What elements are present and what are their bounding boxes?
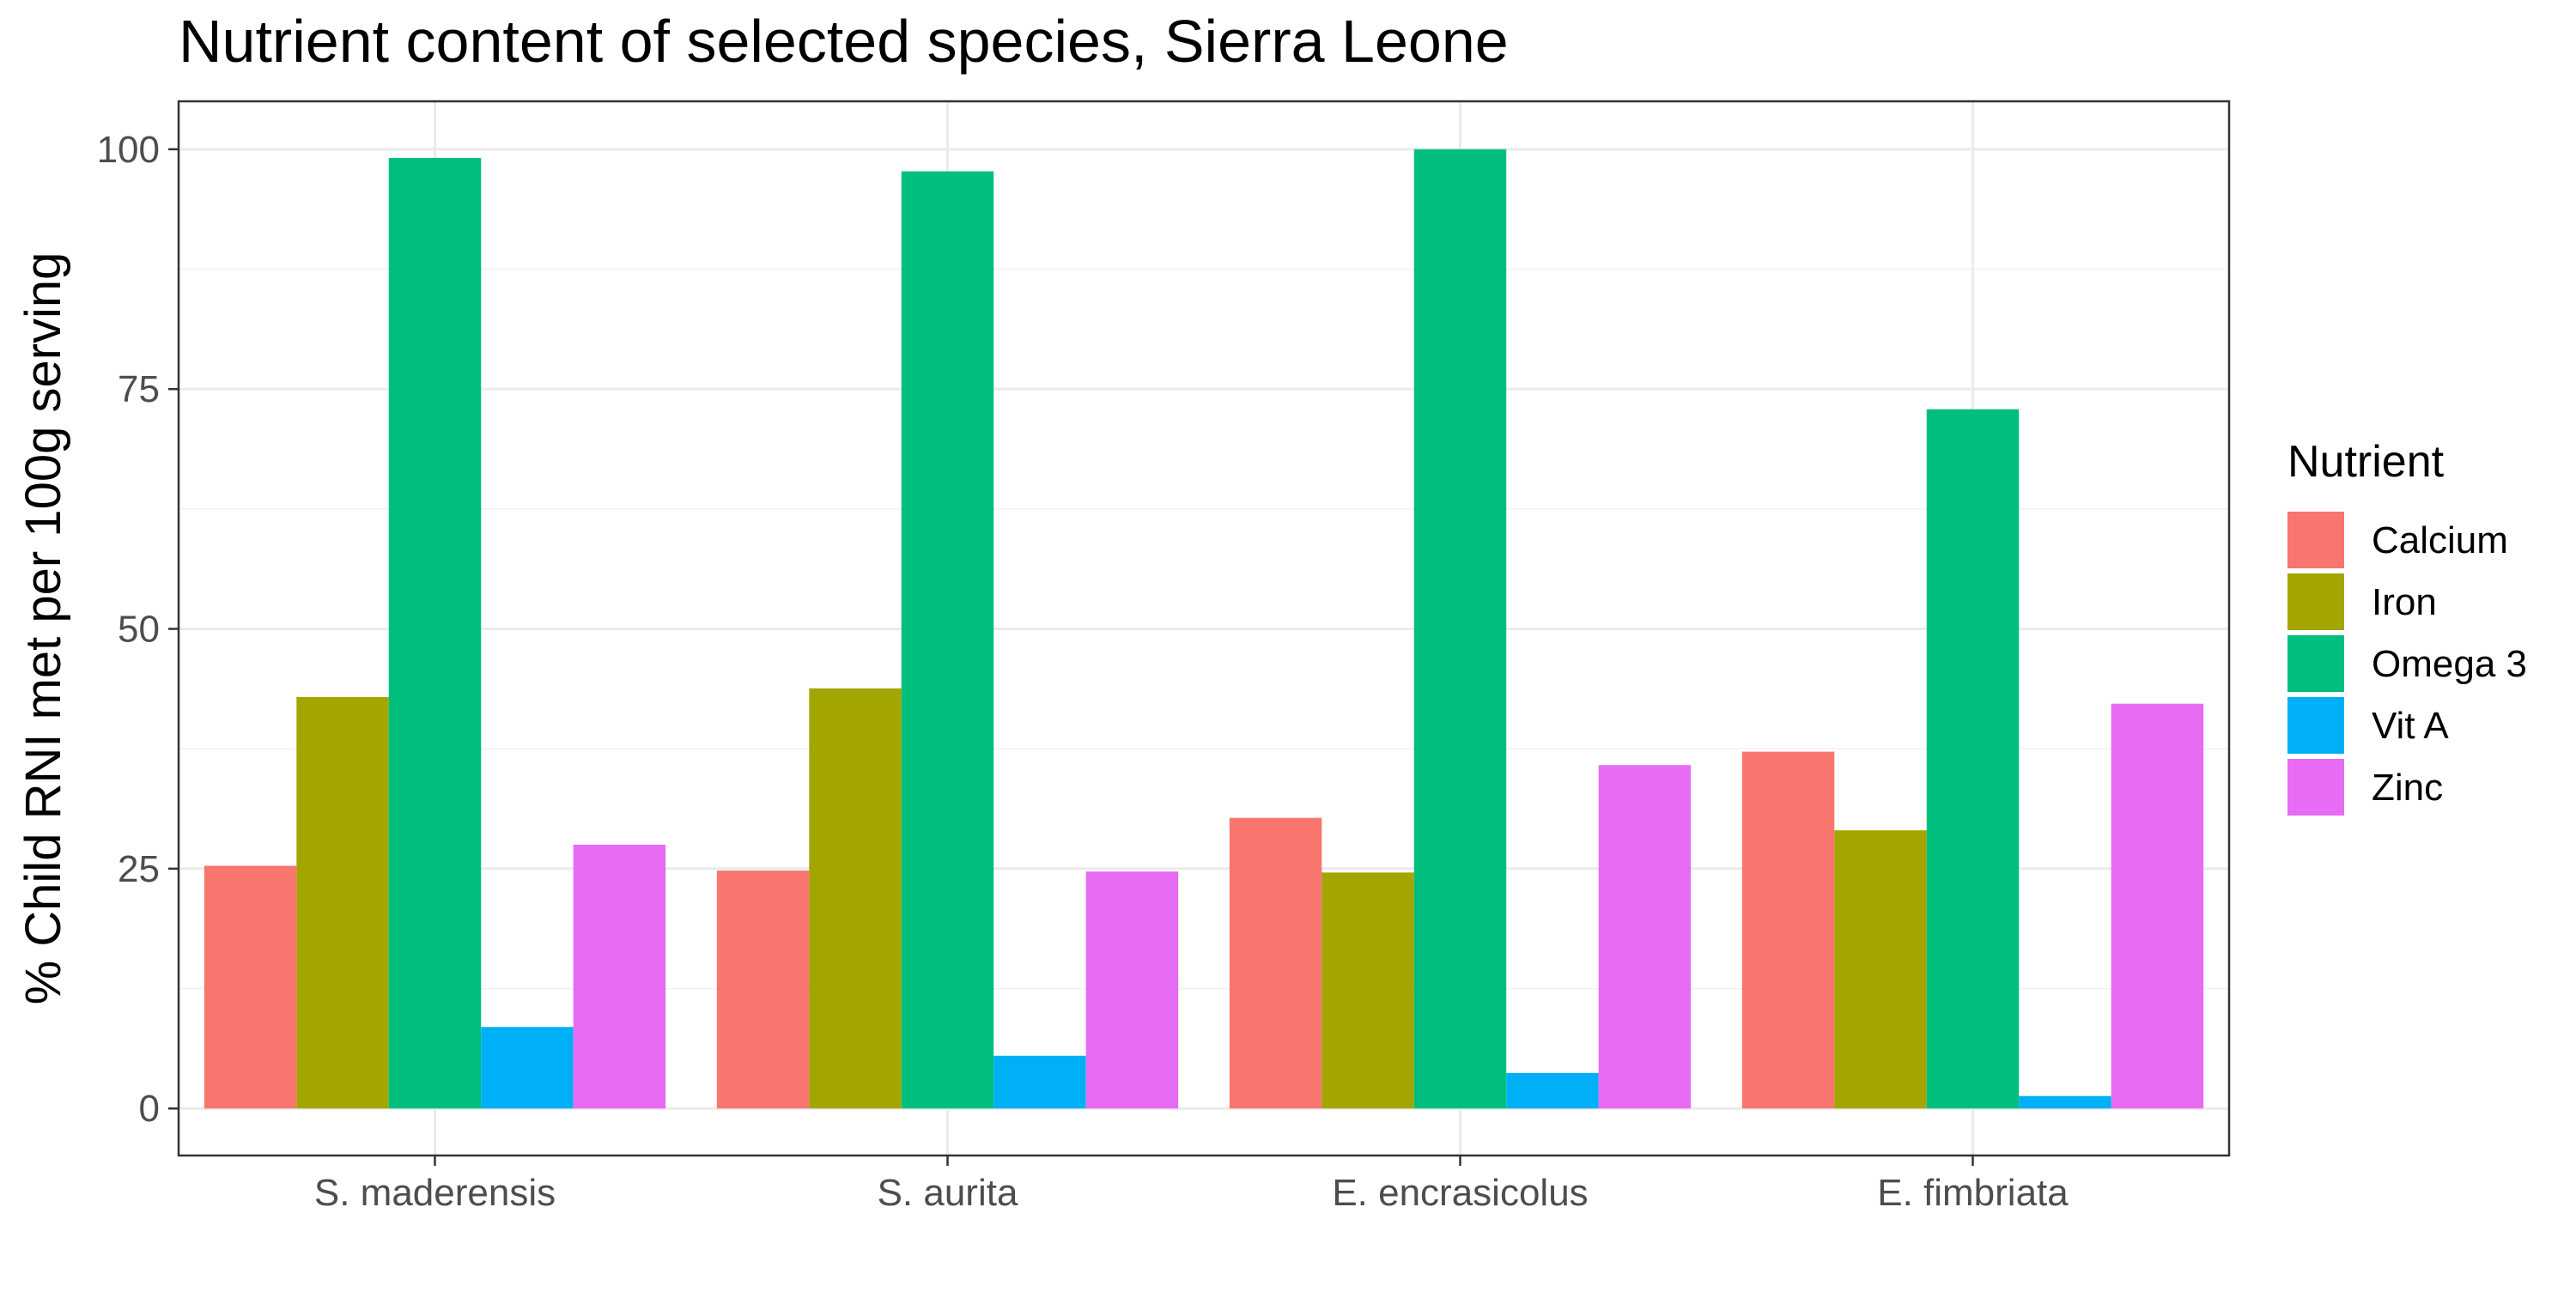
bar-omega-3-4 <box>1926 409 2020 1109</box>
legend-key-vit-a <box>2287 697 2344 754</box>
bars <box>204 149 2204 1109</box>
legend-key-omega-3 <box>2287 635 2344 692</box>
chart-title: Nutrient content of selected species, Si… <box>179 8 1509 75</box>
bar-vit-a-1 <box>481 1027 574 1109</box>
x-tick-labels: S. maderensis S. aurita E. encrasicolus E. … <box>314 1172 2069 1214</box>
bar-omega-3-1 <box>388 157 482 1109</box>
legend: Calcium Iron Omega 3 Vit A Zinc <box>2287 512 2527 816</box>
bar-iron-2 <box>809 688 902 1109</box>
legend-key-zinc <box>2287 759 2344 816</box>
bar-omega-3-2 <box>901 171 994 1109</box>
legend-label-omega-3: Omega 3 <box>2372 643 2527 685</box>
y-tick-label: 0 <box>139 1088 160 1130</box>
bar-iron-4 <box>1834 830 1927 1109</box>
bar-vit-a-3 <box>1506 1072 1599 1109</box>
bar-iron-3 <box>1321 872 1414 1109</box>
legend-label-zinc: Zinc <box>2372 767 2443 809</box>
legend-key-calcium <box>2287 512 2344 568</box>
bar-zinc-1 <box>573 844 666 1109</box>
bar-vit-a-2 <box>993 1055 1086 1109</box>
bar-zinc-4 <box>2111 703 2204 1109</box>
bar-vit-a-4 <box>2019 1095 2111 1109</box>
x-tick-label: E. fimbriata <box>1877 1172 2069 1214</box>
x-tick-label: S. maderensis <box>314 1172 556 1214</box>
legend-label-calcium: Calcium <box>2372 519 2508 561</box>
bar-iron-1 <box>296 696 389 1109</box>
y-tick-label: 25 <box>118 848 160 890</box>
bar-calcium-3 <box>1229 817 1322 1109</box>
y-tick-label: 50 <box>118 609 160 651</box>
y-tick-labels: 0 25 50 75 100 <box>97 129 160 1130</box>
bar-zinc-3 <box>1598 765 1692 1109</box>
x-tick-label: S. aurita <box>878 1172 1018 1214</box>
bar-calcium-4 <box>1741 751 1835 1109</box>
legend-label-iron: Iron <box>2372 581 2437 623</box>
y-tick-label: 100 <box>97 129 160 171</box>
y-axis-label: % Child RNI met per 100g serving <box>15 252 71 1005</box>
legend-key-iron <box>2287 573 2344 630</box>
bar-calcium-1 <box>204 865 297 1109</box>
legend-label-vit-a: Vit A <box>2372 705 2449 747</box>
bar-zinc-2 <box>1085 871 1179 1109</box>
legend-title: Nutrient <box>2287 437 2445 487</box>
bar-calcium-2 <box>716 870 810 1109</box>
x-tick-label: E. encrasicolus <box>1332 1172 1588 1214</box>
bar-omega-3-3 <box>1413 149 1507 1109</box>
y-tick-label: 75 <box>118 368 160 410</box>
axis-ticks <box>168 148 1974 1166</box>
